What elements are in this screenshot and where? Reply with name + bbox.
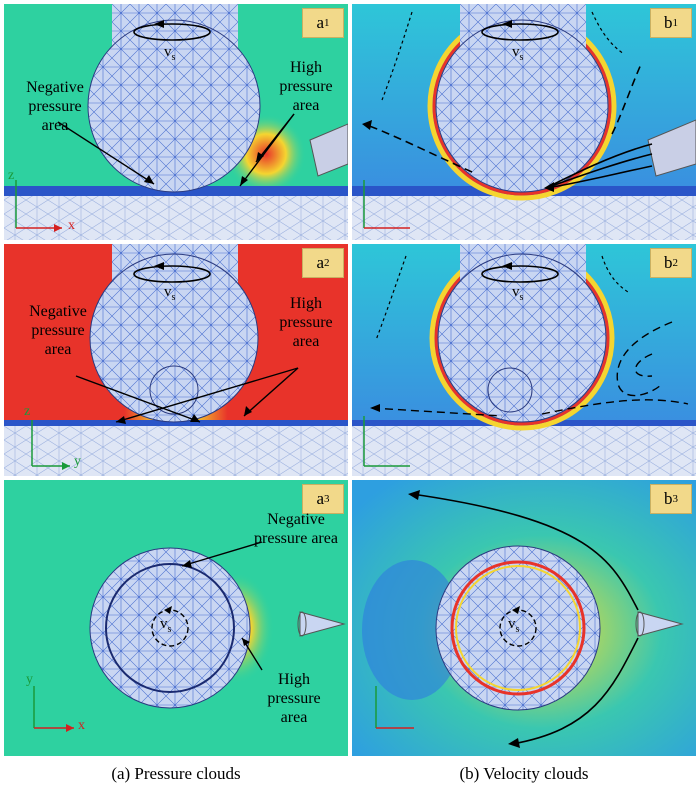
axis-label-z: z bbox=[8, 168, 15, 183]
velocity-label: vs bbox=[508, 616, 520, 635]
high-pressure-label: High pressure area bbox=[279, 295, 333, 350]
negative-pressure-label: Negative pressure area bbox=[254, 511, 338, 547]
velocity-label: vs bbox=[160, 616, 172, 635]
axis-label-x: x bbox=[78, 718, 85, 733]
velocity-label: vs bbox=[512, 284, 524, 303]
panel-a3-image bbox=[4, 480, 348, 756]
axis-label-x: x bbox=[68, 218, 75, 233]
high-pressure-label: High pressure area bbox=[279, 59, 333, 114]
panel-b1-image bbox=[352, 4, 696, 240]
velocity-label: vs bbox=[164, 284, 176, 303]
panel-b2-image bbox=[352, 244, 696, 476]
caption-right: (b) Velocity clouds bbox=[459, 764, 589, 783]
axis-label-z: z bbox=[24, 404, 31, 419]
caption-left: (a) Pressure clouds bbox=[111, 764, 241, 783]
panel-a2-image bbox=[4, 244, 348, 476]
velocity-label: vs bbox=[512, 44, 524, 63]
negative-pressure-label: Negative pressure area bbox=[29, 303, 87, 358]
axis-label-y: y bbox=[26, 672, 33, 687]
high-pressure-label: High pressure area bbox=[267, 671, 321, 726]
panel-b3-image bbox=[352, 480, 696, 756]
panel-a1-image bbox=[4, 4, 348, 240]
axis-label-y: y bbox=[74, 454, 81, 469]
velocity-label: vs bbox=[164, 44, 176, 63]
negative-pressure-label: Negative pressure area bbox=[26, 79, 84, 134]
